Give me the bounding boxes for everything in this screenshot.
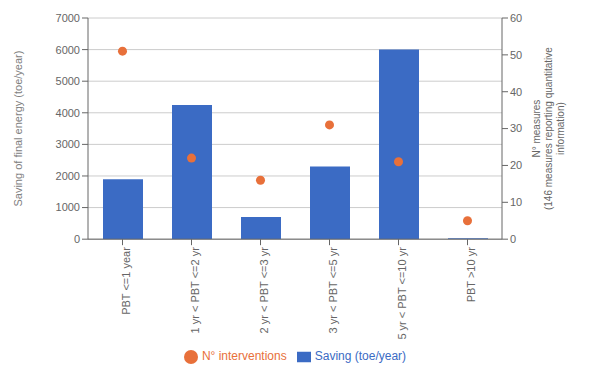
- svg-text:40: 40: [510, 86, 522, 98]
- svg-text:3000: 3000: [56, 138, 80, 150]
- svg-text:1000: 1000: [56, 201, 80, 213]
- svg-text:5 yr < PBT <=10 yr: 5 yr < PBT <=10 yr: [396, 247, 408, 340]
- svg-text:60: 60: [510, 12, 522, 24]
- svg-text:0: 0: [74, 233, 80, 245]
- svg-text:50: 50: [510, 49, 522, 61]
- svg-text:3 yr < PBT <=5 yr: 3 yr < PBT <=5 yr: [327, 247, 339, 334]
- svg-text:PBT >10 yr: PBT >10 yr: [465, 247, 477, 302]
- svg-text:20: 20: [510, 159, 522, 171]
- svg-text:2000: 2000: [56, 170, 80, 182]
- svg-text:10: 10: [510, 196, 522, 208]
- html-text:Saving (toe/year): Saving (toe/year): [314, 349, 407, 364]
- svg-text:PBT <=1 year: PBT <=1 year: [120, 247, 132, 315]
- svg-text:1 yr < PBT <=2 yr: 1 yr < PBT <=2 yr: [189, 247, 201, 334]
- svg-text:Saving of final energy (toe/ye: Saving of final energy (toe/year): [12, 51, 24, 207]
- svg-text:0: 0: [510, 233, 516, 245]
- svg-text:2 yr < PBT <=3 yr: 2 yr < PBT <=3 yr: [258, 247, 270, 334]
- svg-text:6000: 6000: [56, 44, 80, 56]
- html-text:N° interventions: N° interventions: [201, 349, 287, 364]
- svg-text:30: 30: [510, 122, 522, 134]
- svg-text:5000: 5000: [56, 75, 80, 87]
- svg-text:4000: 4000: [56, 107, 80, 119]
- svg-text:N° measures(146 measures repor: N° measures(146 measures reporting quant…: [531, 47, 566, 210]
- svg-text:7000: 7000: [56, 12, 80, 24]
